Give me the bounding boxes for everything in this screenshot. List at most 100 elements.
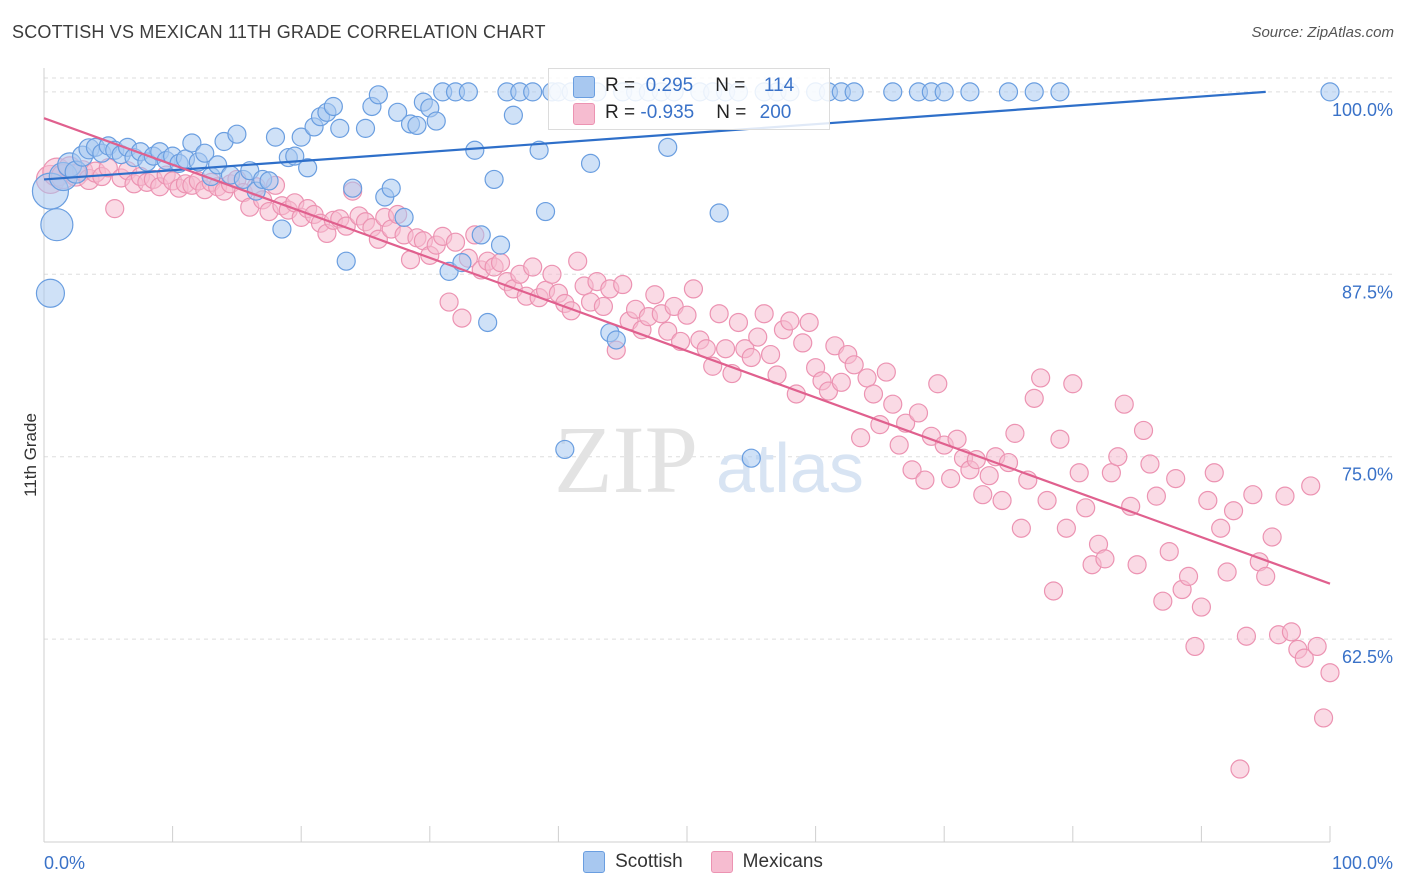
mexicans-point-117 [793,333,813,353]
mexicans-point-125 [844,355,864,375]
mexicans-point-89 [613,274,633,295]
mexicans-point-182 [1211,518,1231,538]
legend-swatch-mexicans [710,851,733,873]
mexicans-point-130 [876,362,896,382]
scottish-point-85 [606,330,626,350]
stats-legend: R = 0.295 N = 114 R = -0.935 N = 200 [548,68,830,130]
y-tick-label-0: 62.5% [1342,647,1393,667]
mexicans-point-190 [1262,527,1282,547]
legend-label-scottish: Scottish [615,851,683,872]
mexicans-point-123 [831,372,851,392]
mexicans-point-161 [1076,498,1096,518]
mexicans-point-158 [1056,518,1076,538]
mexicans-point-136 [915,470,935,490]
legend-label-mexicans: Mexicans [742,851,823,872]
mexicans-point-169 [1127,555,1147,575]
scottish-point-113 [1320,82,1340,102]
scottish-point-74 [523,82,543,102]
scottish-swatch [573,76,595,98]
scottish-point-69 [484,169,504,190]
mexicans-point-173 [1153,591,1173,611]
mexicans-point-181 [1204,463,1224,483]
mexicans-point-164 [1095,549,1115,569]
legend-item-mexicans[interactable]: Mexicans [710,851,823,873]
mexicans-point-187 [1243,485,1263,505]
y-tick-label-3: 100.0% [1332,100,1393,120]
scottish-point-94 [709,203,729,223]
scottish-point-23 [182,133,202,153]
scottish-point-55 [394,207,414,227]
scottish-point-76 [535,201,556,222]
scottish-point-27 [208,155,228,175]
scottish-point-51 [368,85,388,105]
mexicans-point-110 [748,327,768,347]
mexicans-point-151 [1011,518,1031,538]
mexicans-point-115 [780,311,800,331]
mexicans-point-104 [709,304,729,324]
scottish-point-68 [478,312,498,333]
scottish-point-108 [934,82,954,102]
y-tick-label-2: 87.5% [1342,282,1393,302]
mexicans-point-145 [973,485,993,505]
stats-row-mexican: R = -0.935 N = 200 [573,100,791,126]
mexican-n-label: N = [716,102,752,123]
mexicans-point-111 [754,304,774,324]
mexicans-point-171 [1140,454,1160,474]
scottish-point-30 [227,124,247,144]
mexicans-point-148 [992,490,1012,511]
mexicans-point-131 [883,394,903,414]
mexicans-point-177 [1178,566,1199,586]
mexicans-point-192 [1275,486,1295,506]
mexicans-point-128 [863,384,884,404]
mexicans-point-78 [542,264,562,284]
mexicans-point-186 [1236,626,1257,646]
scottish-point-110 [998,82,1019,102]
mexicans-point-153 [1024,388,1044,408]
x-ticks [43,826,1331,842]
mexicans-point-10 [105,199,125,219]
scottish-trend-line [43,90,1266,181]
mexicans-point-167 [1114,394,1134,414]
mexicans-point-62 [439,292,459,312]
scottish-point-104 [844,82,864,102]
mexicans-point-132 [889,435,909,455]
mexican-swatch [573,103,595,125]
scottish-point-109 [960,82,980,102]
legend-swatch-scottish [583,851,606,873]
mexicans-point-196 [1301,476,1321,496]
mexicans-point-189 [1256,566,1276,586]
scottish-point-72 [503,105,523,125]
scottish-point-37 [272,219,292,239]
mexicans-point-135 [908,403,929,423]
x-tick-label-min: 0.0% [44,853,85,873]
mexicans-point-197 [1307,636,1327,657]
scottish-point-105 [883,82,903,102]
mexicans-point-140 [941,469,961,489]
scottish-point-1 [40,208,74,242]
watermark: ZIP atlas [554,406,864,513]
mexicans-point-193 [1281,622,1302,642]
x-tick-label-max: 100.0% [1332,853,1393,873]
legend-item-scottish[interactable]: Scottish [583,851,683,873]
scottish-point-54 [388,102,408,122]
y-tick-label-1: 75.0% [1342,465,1393,485]
scottish-point-49 [355,118,376,138]
mexicans-point-174 [1159,541,1179,562]
scottish-point-79 [555,439,575,460]
mexicans-trend-line [43,117,1331,585]
mexicans-point-195 [1294,648,1314,668]
mexicans-point-157 [1050,429,1070,449]
scottish-point-82 [580,153,601,173]
scottish-point-2 [35,278,66,308]
stats-row-scottish: R = 0.295 N = 114 [573,73,794,99]
scottish-point-112 [1050,82,1070,102]
scottish-point-40 [291,127,311,147]
mexicans-point-105 [715,339,736,359]
mexicans-point-156 [1043,581,1064,601]
scottish-point-57 [407,115,427,136]
mexicans-point-82 [568,251,588,271]
watermark-zip: ZIP [554,406,698,513]
bottom-legend: Scottish Mexicans [0,851,1406,873]
scottish-r-label: R = [605,75,641,96]
scottish-point-47 [336,251,356,271]
